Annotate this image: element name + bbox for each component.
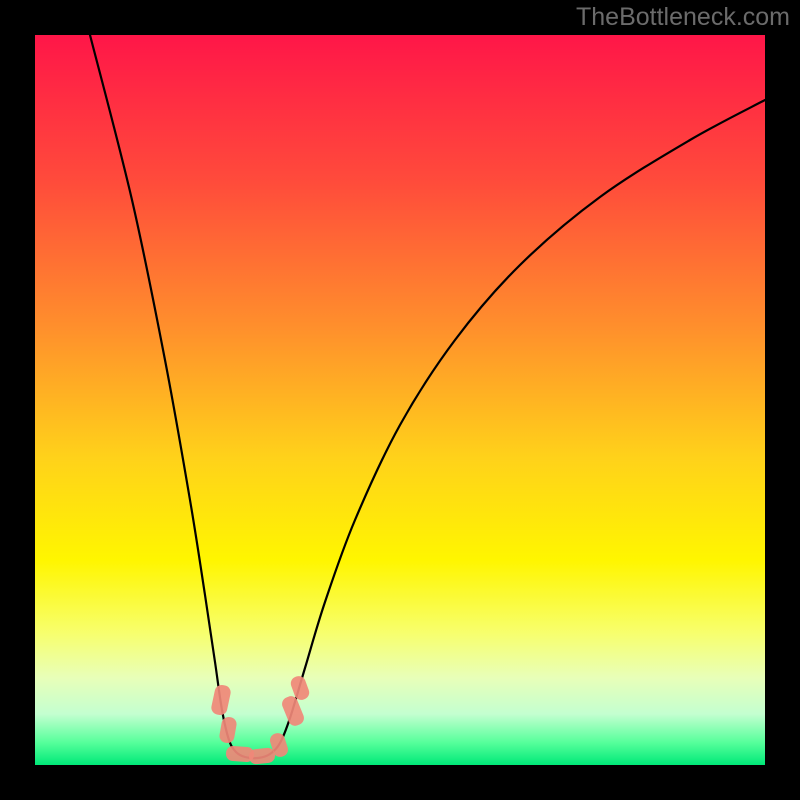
bottleneck-chart (0, 0, 800, 800)
plot-background (35, 35, 765, 765)
watermark-text: TheBottleneck.com (576, 3, 790, 32)
